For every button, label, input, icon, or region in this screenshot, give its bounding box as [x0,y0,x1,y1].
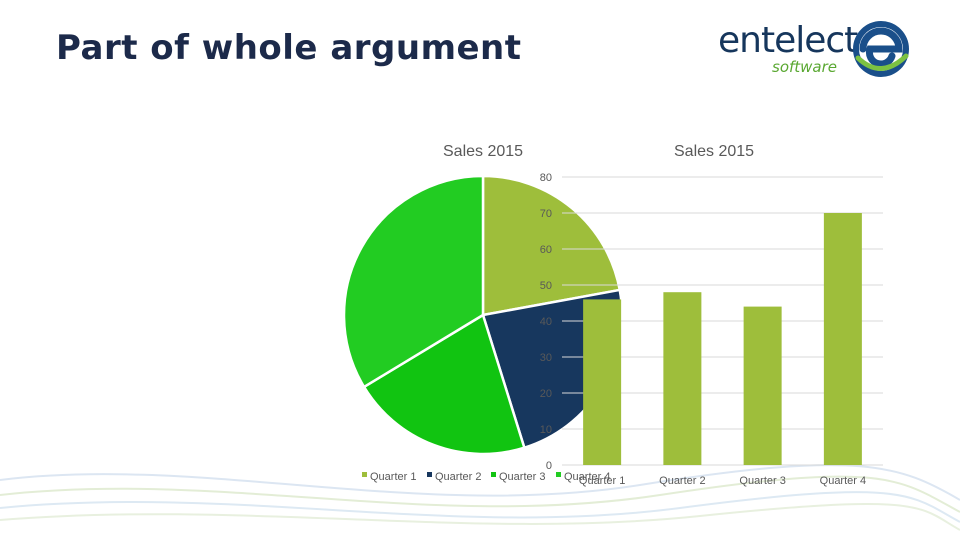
bar-chart-title: Sales 2015 [674,143,755,160]
pie-legend-swatch-4 [556,472,561,477]
pie-legend-swatch-1 [362,472,367,477]
y-tick-label: 0 [546,460,552,472]
bar-1 [583,299,622,465]
y-tick-label: 60 [540,244,552,256]
y-tick-label: 70 [540,208,552,220]
decorative-waves [0,464,960,531]
pie-slice-4 [342,174,485,389]
y-tick-label: 30 [540,352,552,364]
logo-swirl-icon [853,21,909,77]
y-tick-label: 50 [540,280,552,292]
bar-3 [743,306,782,465]
slide-title: Part of whole argument [56,28,522,68]
pie-legend-label-2: Quarter 2 [435,471,481,483]
bar-2 [663,292,702,465]
pie-legend-swatch-3 [491,472,496,477]
x-tick-label-3: Quarter 3 [739,475,785,487]
pie-legend-swatch-2 [427,472,432,477]
logo-subtitle: software [772,58,838,76]
entelect-logo: entelect software [716,16,916,80]
logo-wordmark: entelect [718,20,858,61]
pie-slice-1 [481,174,622,317]
y-tick-label: 10 [540,424,552,436]
y-tick-label: 20 [540,388,552,400]
y-tick-label: 40 [540,316,552,328]
x-tick-label-4: Quarter 4 [820,475,866,487]
x-tick-label-1: Quarter 1 [579,475,625,487]
pie-legend-label-1: Quarter 1 [370,471,416,483]
x-tick-label-2: Quarter 2 [659,475,705,487]
pie-legend-label-4: Quarter 4 [564,471,610,483]
pie-chart-title: Sales 2015 [443,143,524,160]
pie-slice-3 [362,313,526,456]
pie-legend-label-3: Quarter 3 [499,471,545,483]
bar-4 [823,213,862,465]
y-tick-label: 80 [540,172,552,184]
